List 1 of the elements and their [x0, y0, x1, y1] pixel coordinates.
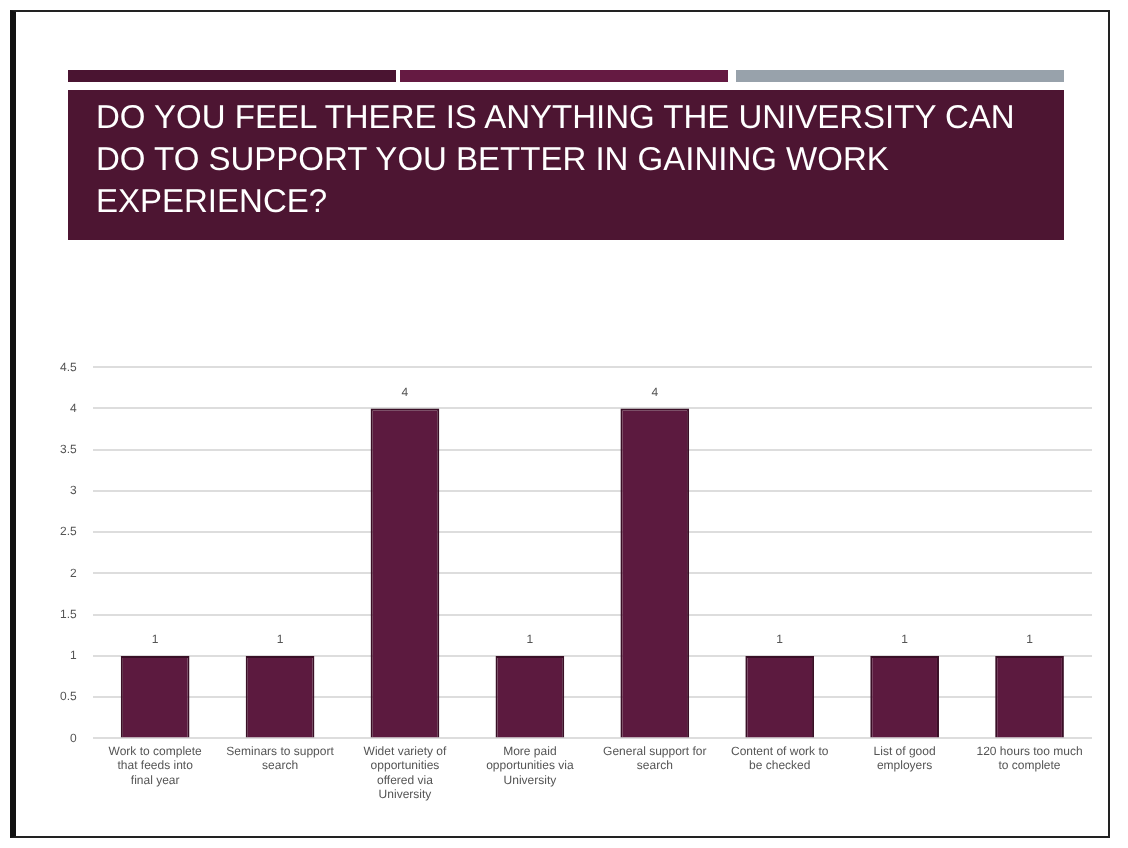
chart-title: DO YOU FEEL THERE IS ANYTHING THE UNIVERSITY CAN DO TO SUPPORT YOU BETTER IN GAINING WORK EXPERIENCE? — [68, 90, 1064, 240]
